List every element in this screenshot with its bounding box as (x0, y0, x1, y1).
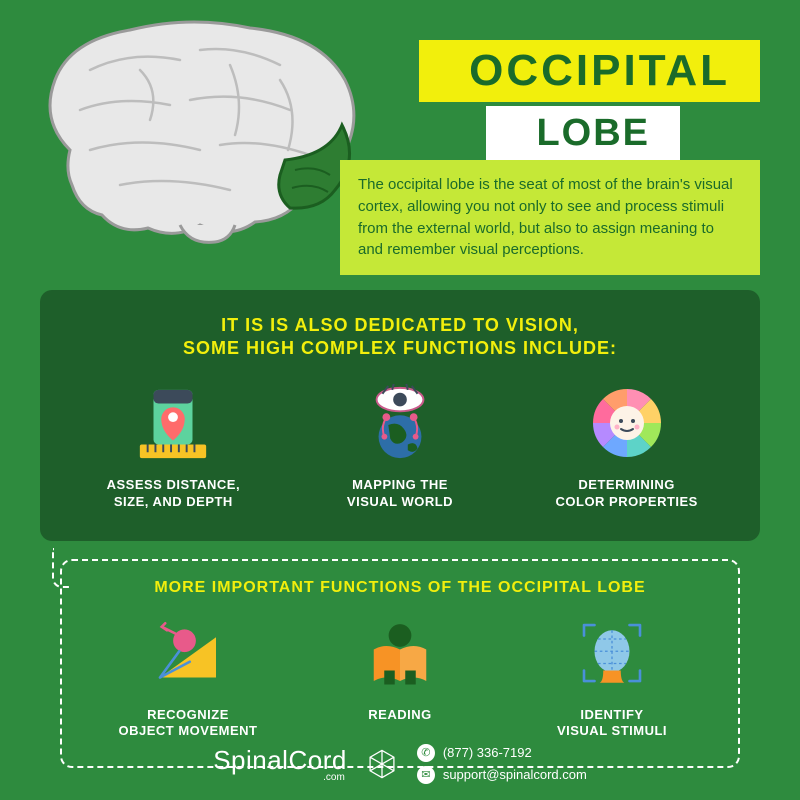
title-block: OCCIPITAL LOBE (419, 40, 760, 161)
brain-illustration (30, 10, 370, 250)
email-row: ✉ support@spinalcord.com (417, 764, 587, 786)
motion-ball-icon (148, 613, 228, 693)
functions-panel: IT IS IS ALSO DEDICATED TO VISION, SOME … (40, 290, 760, 541)
function-item-stimuli: IDENTIFY VISUAL STIMULI (506, 613, 718, 741)
more-functions-heading: MORE IMPORTANT FUNCTIONS OF THE OCCIPITA… (82, 579, 718, 597)
cube-logo-icon (365, 747, 399, 781)
function-item-color: DETERMINING COLOR PROPERTIES (513, 383, 740, 511)
item-label: RECOGNIZE OBJECT MOVEMENT (119, 707, 258, 741)
header-region: OCCIPITAL LOBE The occipital lobe is the… (0, 0, 800, 270)
color-wheel-icon (587, 383, 667, 463)
phone-icon: ✆ (417, 744, 435, 762)
email-icon: ✉ (417, 766, 435, 784)
eye-globe-icon (360, 383, 440, 463)
heading-line2: SOME HIGH COMPLEX FUNCTIONS INCLUDE: (183, 338, 617, 358)
phone-row: ✆ (877) 336-7192 (417, 742, 587, 764)
functions-row: ASSESS DISTANCE, SIZE, AND DEPTH MAPPING (60, 383, 740, 511)
scan-head-icon (572, 613, 652, 693)
functions-heading: IT IS IS ALSO DEDICATED TO VISION, SOME … (60, 314, 740, 361)
item-label: IDENTIFY VISUAL STIMULI (557, 707, 667, 741)
item-label: ASSESS DISTANCE, SIZE, AND DEPTH (107, 477, 240, 511)
brand-name: SpinalCord (213, 745, 347, 775)
email-address: support@spinalcord.com (443, 764, 587, 786)
intro-text-box: The occipital lobe is the seat of most o… (340, 160, 760, 275)
more-functions-panel: MORE IMPORTANT FUNCTIONS OF THE OCCIPITA… (60, 559, 740, 769)
item-label: DETERMINING COLOR PROPERTIES (556, 477, 698, 511)
reading-book-icon (360, 613, 440, 693)
more-functions-row: RECOGNIZE OBJECT MOVEMENT READING (82, 613, 718, 741)
map-pin-ruler-icon (133, 383, 213, 463)
item-label: READING (368, 707, 431, 741)
contact-block: ✆ (877) 336-7192 ✉ support@spinalcord.co… (417, 742, 587, 786)
footer: SpinalCord .com ✆ (877) 336-7192 ✉ suppo… (0, 742, 800, 786)
heading-line1: IT IS IS ALSO DEDICATED TO VISION, (221, 315, 579, 335)
item-label: MAPPING THE VISUAL WORLD (347, 477, 453, 511)
function-item-mapping: MAPPING THE VISUAL WORLD (287, 383, 514, 511)
brand-block: SpinalCord .com (213, 745, 347, 783)
function-item-reading: READING (294, 613, 506, 741)
function-item-movement: RECOGNIZE OBJECT MOVEMENT (82, 613, 294, 741)
phone-number: (877) 336-7192 (443, 742, 532, 764)
title-line1: OCCIPITAL (419, 40, 760, 102)
function-item-distance: ASSESS DISTANCE, SIZE, AND DEPTH (60, 383, 287, 511)
title-line2: LOBE (486, 106, 680, 161)
